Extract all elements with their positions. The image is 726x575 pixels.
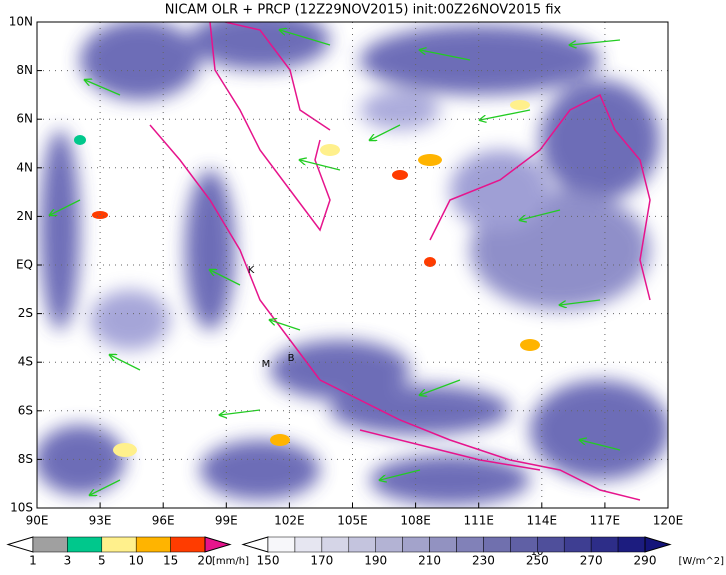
lat-label: 4S	[18, 355, 33, 369]
colorbar-box	[348, 536, 376, 553]
lon-label: 120E	[653, 514, 684, 528]
lat-label: 8N	[16, 63, 33, 77]
colorbar-unit: [mm/h]	[212, 556, 249, 567]
colorbar-label: 150	[257, 554, 280, 568]
lat-label: 6N	[16, 112, 33, 126]
title: NICAM OLR + PRCP (12Z29NOV2015) init:00Z…	[165, 3, 562, 18]
lat-label: 6S	[18, 403, 33, 417]
station-label: M	[262, 359, 271, 370]
colorbar-label: 15	[163, 554, 178, 568]
lon-label: 90E	[26, 514, 49, 528]
lon-label: 93E	[89, 514, 112, 528]
colorbar-box	[590, 536, 619, 553]
colorbar-box	[170, 536, 206, 553]
lon-label: 114E	[527, 514, 558, 528]
lat-label: 10N	[9, 15, 33, 29]
colorbar-box	[429, 536, 457, 553]
colorbar-end	[204, 536, 232, 553]
colorbar-box	[537, 536, 565, 553]
station-label: K	[248, 265, 255, 276]
lat-label: 2N	[16, 209, 33, 223]
colorbar-unit: [W/m^2]	[678, 556, 724, 567]
colorbar-label: 270	[580, 554, 603, 568]
lon-label: 96E	[152, 514, 175, 528]
colorbar-box	[267, 536, 296, 553]
lon-label: 111E	[463, 514, 494, 528]
lat-label: 10S	[10, 501, 33, 515]
colorbar-box	[321, 536, 350, 553]
colorbar-label: 20	[197, 554, 212, 568]
colorbar-label: 290	[634, 554, 657, 568]
colorbar-label: 1	[29, 554, 37, 568]
colorbar-box	[563, 536, 592, 553]
colorbar-end	[6, 536, 34, 553]
colorbar-box	[32, 536, 68, 553]
colorbar-label: 3	[64, 554, 72, 568]
map-field	[37, 22, 668, 508]
colorbar-box	[456, 536, 484, 553]
colorbar-box	[135, 536, 171, 553]
colorbar-label: 10	[129, 554, 144, 568]
station-label: B	[288, 353, 295, 364]
vector-reference: 10	[531, 547, 544, 558]
colorbar-box	[375, 536, 403, 553]
colorbar-label: 5	[98, 554, 106, 568]
colorbar-box	[617, 536, 646, 553]
colorbar-box	[294, 536, 323, 553]
colorbar-label: 250	[526, 554, 549, 568]
lon-label: 108E	[400, 514, 431, 528]
colorbar-box	[483, 536, 511, 553]
lat-label: 2S	[18, 306, 33, 320]
lon-label: 99E	[215, 514, 238, 528]
colorbar-box	[67, 536, 103, 553]
colorbar-label: 230	[472, 554, 495, 568]
colorbar-box	[101, 536, 137, 553]
colorbar-label: 210	[418, 554, 441, 568]
colorbar-end	[644, 536, 672, 553]
colorbar-box	[402, 536, 430, 553]
lat-label: 8S	[18, 452, 33, 466]
lat-label: EQ	[16, 258, 33, 272]
colorbar-label: 170	[310, 554, 333, 568]
colorbar-label: 190	[364, 554, 387, 568]
lat-label: 4N	[16, 160, 33, 174]
lon-label: 102E	[274, 514, 305, 528]
lon-label: 117E	[590, 514, 621, 528]
lon-label: 105E	[337, 514, 368, 528]
colorbar-box	[510, 536, 538, 553]
colorbar-end	[241, 536, 269, 553]
